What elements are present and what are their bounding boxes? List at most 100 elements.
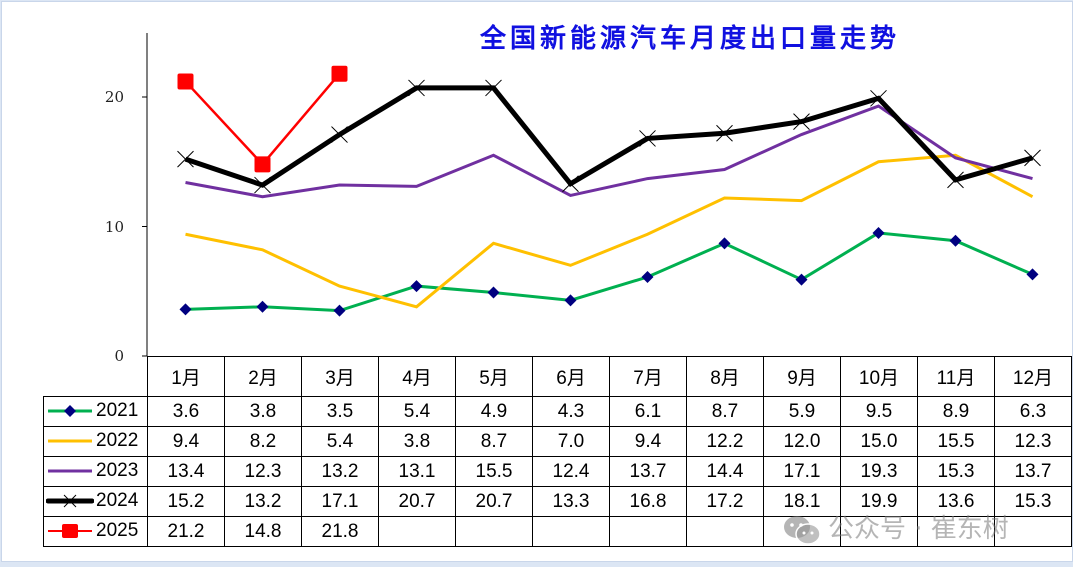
table-cell: 3.8 [224,396,302,427]
square-marker-icon [177,73,194,90]
table-cell: 9.4 [609,426,687,457]
table-cell: 6.1 [609,396,687,427]
column-header: 7月 [609,356,687,397]
table-cell: 5.4 [301,426,379,457]
table-cell: 8.9 [917,396,995,427]
legend-2023: 2023 [43,456,148,487]
legend-line-icon [48,469,92,473]
table-cell: 5.4 [378,396,456,427]
table-cell: 13.2 [301,456,379,487]
table-cell: 17.1 [301,486,379,517]
x-marker-icon [870,89,887,107]
column-header: 12月 [994,356,1072,397]
table-cell: 17.2 [686,486,764,517]
wechat-icon [784,515,821,545]
table-cell: 15.3 [917,456,995,487]
table-cell: 16.8 [609,486,687,517]
legend-diamond-marker-icon [48,405,92,418]
series-line-2022 [185,153,1034,309]
x-marker-icon [562,175,579,193]
diamond-marker-icon [410,280,423,293]
series-line-2024 [184,85,1034,188]
table-cell: 21.8 [301,516,379,547]
x-marker-icon [1024,149,1041,167]
table-cell: 12.3 [994,426,1072,457]
table-cell: 3.8 [378,426,456,457]
legend-square-marker-icon [48,524,92,539]
table-cell: 15.5 [455,456,533,487]
column-header: 5月 [455,356,533,397]
x-marker-icon [639,130,656,147]
column-header: 4月 [378,356,456,397]
table-cell: 14.4 [686,456,764,487]
table-cell: 17.1 [763,456,841,487]
diamond-marker-icon [256,300,269,313]
y-tick-10: 10 [104,218,124,236]
table-cell: 13.3 [532,486,610,517]
y-tick-20: 20 [104,88,124,106]
table-cell: 12.2 [686,426,764,457]
x-marker-icon [716,124,733,142]
x-marker-icon [947,171,964,189]
y-tick-0: 0 [114,347,124,365]
table-cell: 6.3 [994,396,1072,427]
x-marker-icon [331,126,348,143]
diamond-marker-icon [487,286,500,299]
diamond-marker-icon [718,237,731,250]
table-cell [378,516,456,547]
column-header: 1月 [147,356,225,397]
table-corner [43,356,148,397]
diamond-marker-icon [949,234,962,247]
table-cell: 19.9 [840,486,918,517]
table-cell: 13.7 [994,456,1072,487]
chart-title: 全国新能源汽车月度出口量走势 [479,24,900,54]
table-cell: 3.6 [147,396,225,427]
table-cell: 4.3 [532,396,610,427]
table-cell: 19.3 [840,456,918,487]
table-row: 2021 3.6 3.8 3.5 5.4 4.9 4.3 6.1 8.7 5.9… [43,396,1072,427]
table-cell [609,516,687,547]
table-cell: 13.1 [378,456,456,487]
table-cell: 12.4 [532,456,610,487]
diamond-marker-icon [179,303,192,316]
legend-2024: 2024 [43,486,148,517]
diamond-marker-icon [564,294,577,307]
x-marker-icon [793,113,810,130]
table-cell: 18.1 [763,486,841,517]
table-cell: 13.7 [609,456,687,487]
table-cell: 14.8 [224,516,302,547]
table-cell: 12.0 [763,426,841,457]
table-row: 2025 21.2 14.8 21.8 [43,516,1072,547]
watermark: 公众号 · 崔东树 [782,508,1009,546]
table-cell [686,516,764,547]
table-cell: 13.2 [224,486,302,517]
diamond-marker-icon [333,304,346,317]
x-marker-icon [177,150,194,168]
table-cell: 13.6 [917,486,995,517]
diamond-marker-icon [641,271,654,284]
table-cell: 8.7 [686,396,764,427]
square-marker-icon [331,65,348,82]
data-table: 1月 2月 3月 4月 5月 6月 7月 8月 9月 10月 11月 12月 2… [43,356,1072,547]
table-cell: 4.9 [455,396,533,427]
table-cell: 8.2 [224,426,302,457]
legend-2025: 2025 [43,516,148,547]
table-cell: 12.3 [224,456,302,487]
table-row: 2023 13.4 12.3 13.2 13.1 15.5 12.4 13.7 … [43,456,1072,487]
table-cell: 15.5 [917,426,995,457]
column-header: 8月 [686,356,764,397]
table-cell: 20.7 [455,486,533,517]
x-marker-icon [485,79,502,97]
table-cell: 9.4 [147,426,225,457]
table-cell: 20.7 [378,486,456,517]
table-cell: 13.4 [147,456,225,487]
column-header: 2月 [224,356,302,397]
table-cell [994,516,1072,547]
table-cell: 15.2 [147,486,225,517]
table-header-row: 1月 2月 3月 4月 5月 6月 7月 8月 9月 10月 11月 12月 [43,356,1072,397]
diamond-marker-icon [795,273,808,286]
table-cell: 7.0 [532,426,610,457]
column-header: 10月 [840,356,918,397]
table-cell: 8.7 [455,426,533,457]
